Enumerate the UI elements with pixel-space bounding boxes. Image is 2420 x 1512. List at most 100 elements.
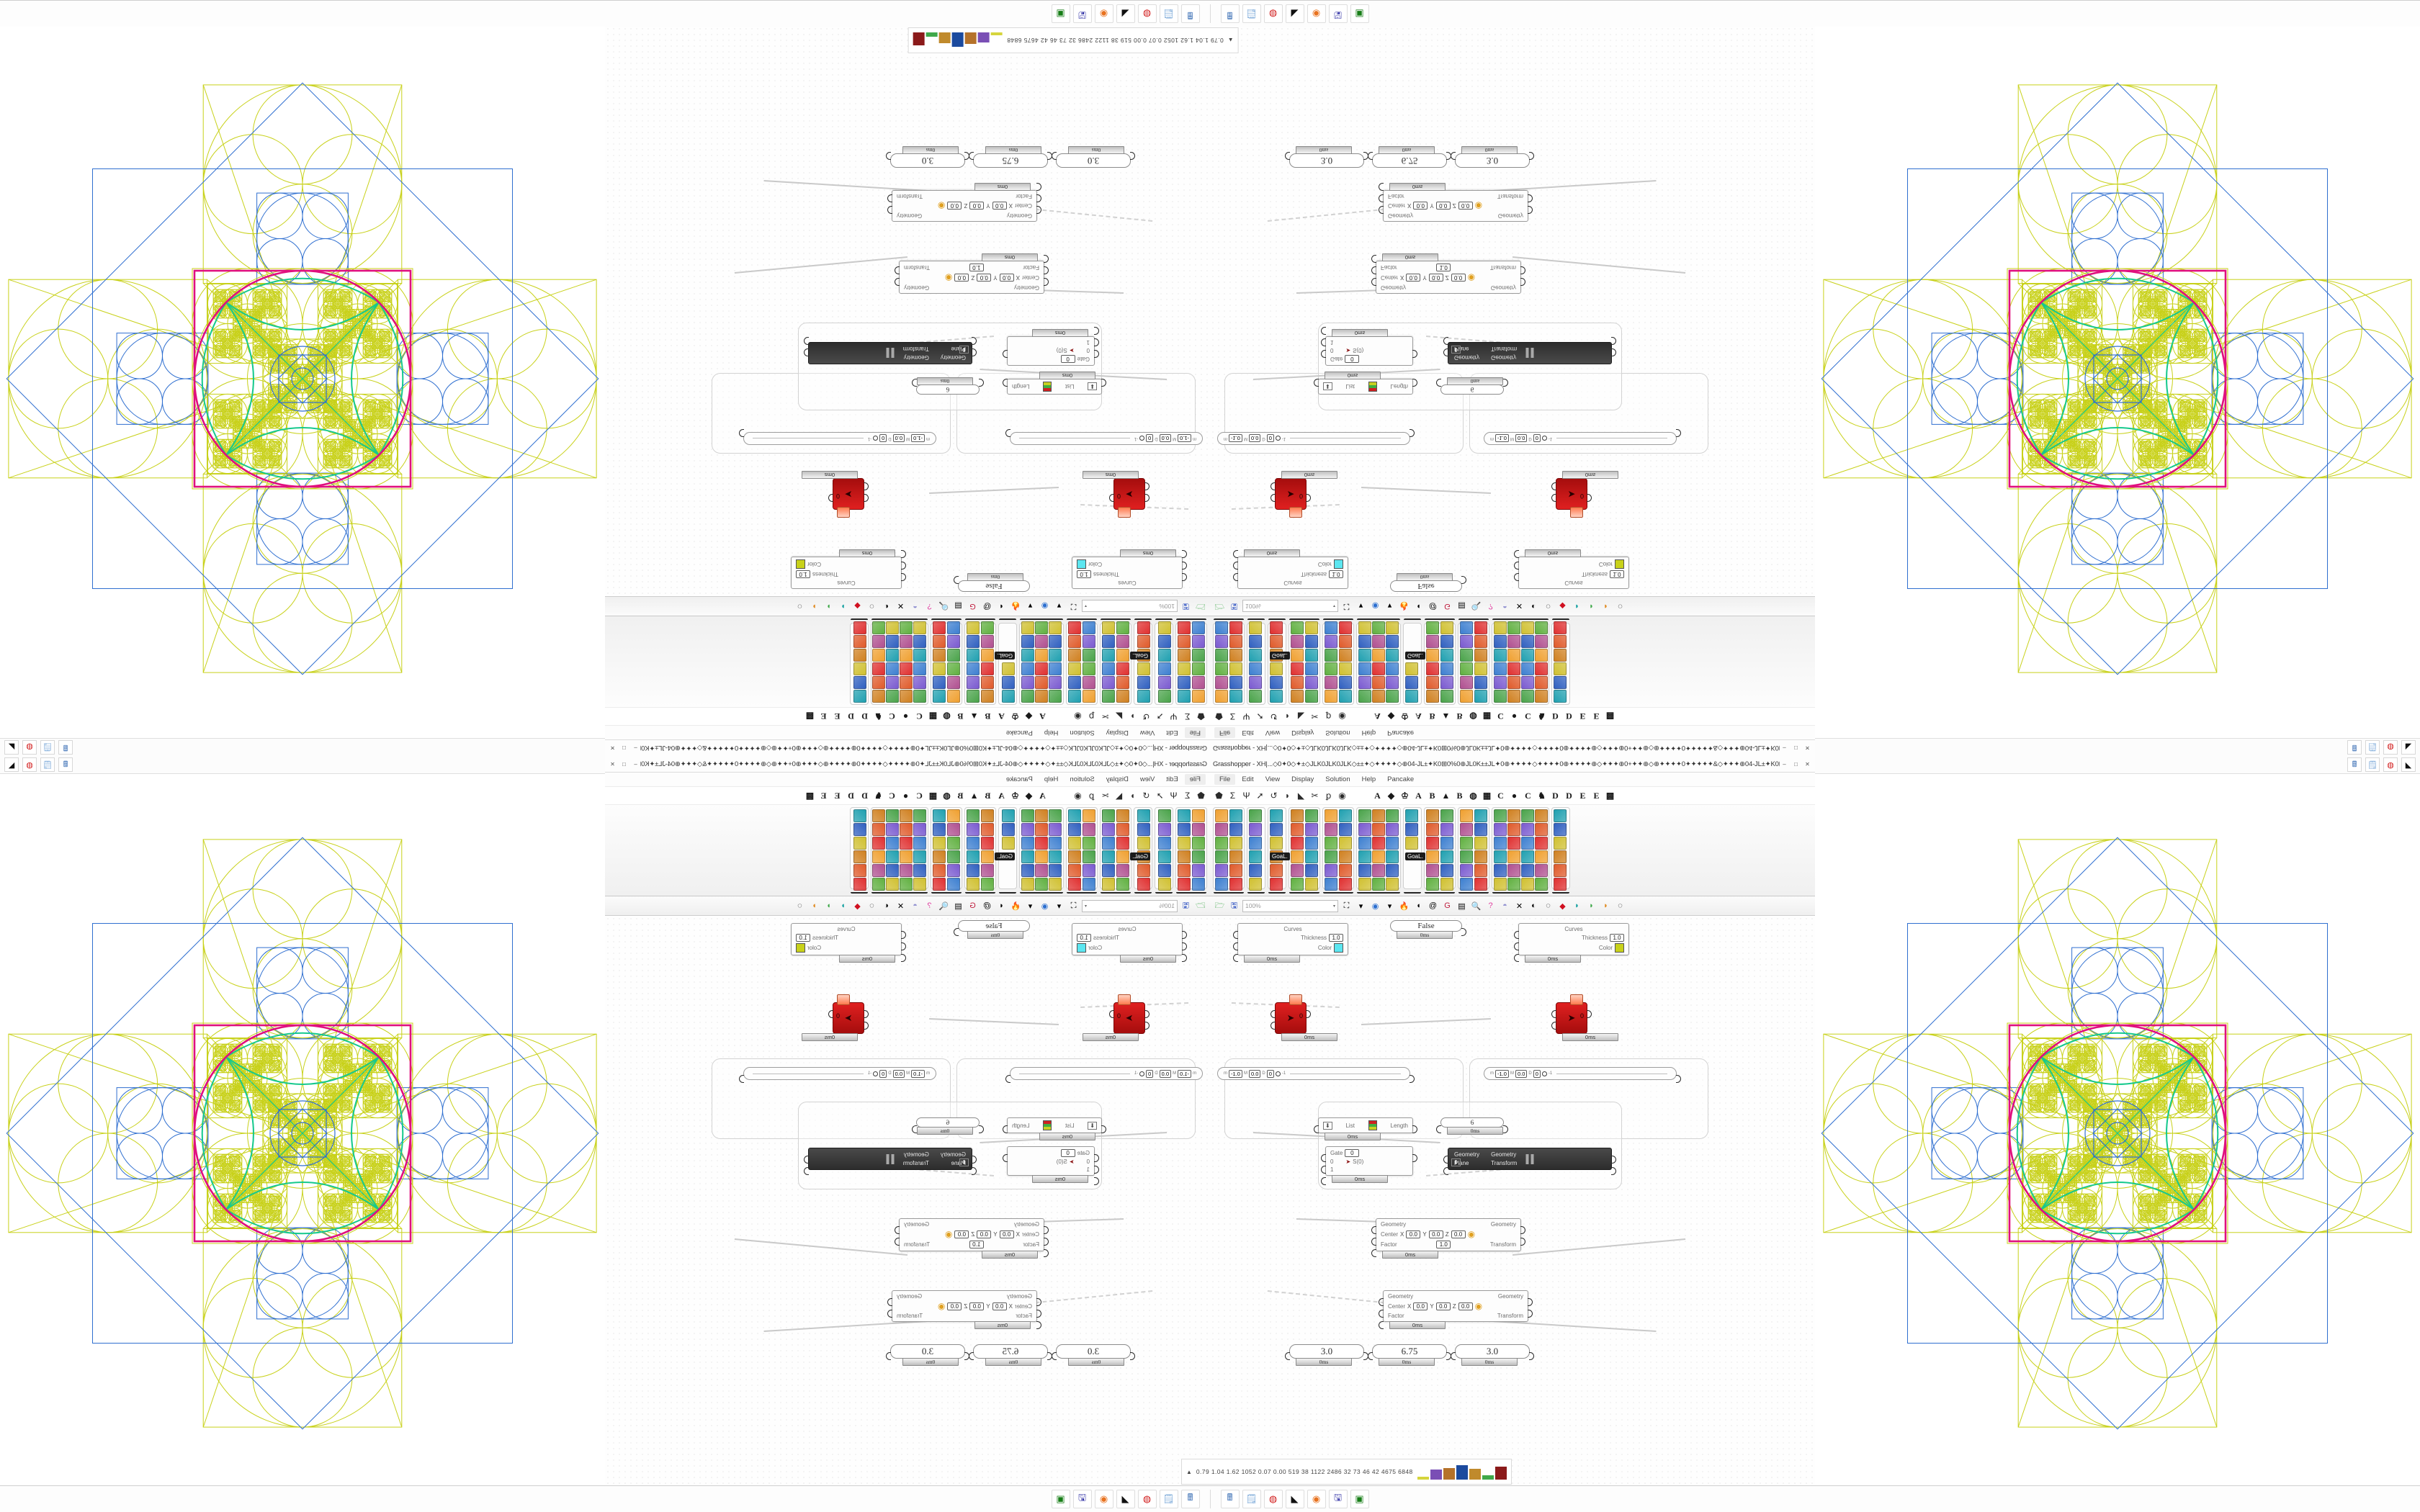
spiral-icon[interactable]: ↺	[1142, 711, 1150, 721]
component-icon-5[interactable]	[853, 621, 866, 634]
component-icon-1[interactable]	[1116, 823, 1129, 836]
taskbar-app-floppy-disk[interactable]: 🖫	[1072, 4, 1092, 23]
node-num-3-a[interactable]: 3.0 0ms	[1285, 1344, 1368, 1366]
component-icon-0[interactable]	[1494, 809, 1507, 822]
shaded-icon[interactable]: ◐	[884, 602, 889, 611]
component-icon-5[interactable]	[1426, 621, 1439, 634]
component-icon-6[interactable]	[900, 809, 913, 822]
red-gem-icon[interactable]: ◆	[854, 901, 861, 911]
teal-shell-icon[interactable]: ◗	[841, 602, 846, 611]
cross-wires-icon[interactable]: ✕	[897, 601, 905, 611]
red-ball-icon[interactable]: ◍	[2383, 740, 2398, 755]
taskbar-app-calculator[interactable]: 🖩	[1220, 4, 1240, 23]
zoom-extents-icon[interactable]: ⛶	[1070, 602, 1077, 611]
component-icon-0[interactable]	[853, 690, 866, 703]
component-icon-0[interactable]	[1358, 690, 1371, 703]
component-icon-7[interactable]	[933, 676, 946, 689]
component-icon-7[interactable]	[1440, 676, 1453, 689]
taskbar-app-red-ball[interactable]: ◍	[1263, 1490, 1283, 1508]
component-icon-5[interactable]	[913, 621, 926, 634]
component-icon-10[interactable]	[1338, 635, 1352, 648]
save-icon[interactable]: 🖫	[1230, 602, 1238, 611]
taskbar-bottom[interactable]: ▣ 🖫 ◉ ◣ ◍ 🗒 🖩 🖩 🗒 ◍ ◣ ◉ 🖫 ▣	[0, 1485, 2420, 1512]
factor-value[interactable]: 1.0	[1436, 1241, 1451, 1248]
ribbon-tab-14[interactable]: D	[848, 711, 854, 722]
eye-icon[interactable]: ◉	[1074, 791, 1082, 801]
component-icon-7[interactable]	[1035, 823, 1048, 836]
node-custom-preview-curves[interactable]: Curves Thickness 1.0 Color 0ms	[791, 549, 906, 589]
capsule-icon[interactable]: ◖	[999, 901, 1004, 910]
component-icon-14[interactable]	[1521, 662, 1534, 675]
component-icon-7[interactable]	[1178, 676, 1191, 689]
component-icon-12[interactable]	[886, 809, 899, 822]
component-icon-4[interactable]	[1291, 635, 1304, 648]
ribbon-group-goals-6dof[interactable]: Goals-6dof	[1213, 807, 1245, 894]
shaded-icon[interactable]: ◐	[1531, 901, 1536, 910]
node-transform[interactable]: Geometry Plane Geometry Transform ⬇	[804, 1148, 977, 1175]
menu-item-help[interactable]: Help	[1044, 729, 1059, 737]
component-icon-7[interactable]	[1372, 823, 1385, 836]
component-icon-15[interactable]	[1021, 649, 1034, 662]
ribbon-tab-2[interactable]: ♔	[1401, 790, 1409, 801]
window-buttons[interactable]: – □ ✕	[1780, 760, 1812, 768]
node-num-675[interactable]: 6.75 0ms	[969, 146, 1052, 168]
menu-item-pancake[interactable]: Pancake	[1387, 775, 1415, 783]
badger-icon[interactable]: ◣	[4, 757, 19, 772]
ribbon-tab-17[interactable]: ▩	[1605, 711, 1615, 722]
window-buttons[interactable]: – □ ✕	[608, 744, 640, 752]
component-icon-3[interactable]	[1460, 850, 1473, 863]
component-icon-6[interactable]	[1102, 809, 1116, 822]
red-ball-icon[interactable]: ◍	[22, 740, 37, 755]
node-number-slider[interactable]: m -1.0 M 0.0 D 0 -1	[739, 429, 936, 445]
component-icon-20[interactable]	[1535, 662, 1548, 675]
flame-icon[interactable]: 🔥	[1010, 901, 1021, 911]
component-icon-5[interactable]	[1158, 621, 1171, 634]
ribbon-tab-14[interactable]: D	[848, 790, 854, 801]
component-icon-9[interactable]	[1372, 649, 1385, 662]
component-icon-11[interactable]	[1102, 621, 1116, 634]
component-icon-11[interactable]	[967, 621, 980, 634]
taskbar-app-red-ball[interactable]: ◍	[1137, 4, 1157, 23]
canvas-toolbar[interactable]: 🗁 🖫 100% ▾ ⛶ ▾ ◉ ▾ 🔥 ◖ @ G ▤ 🔍? ◓ ✕ ◐ ◌ ◆ ◗ ◗ ◗ ◌	[605, 596, 1210, 616]
center-y[interactable]: 0.0	[1428, 274, 1443, 282]
component-icon-1[interactable]	[1494, 676, 1507, 689]
component-icon-0[interactable]	[1158, 690, 1171, 703]
at-icon[interactable]: @	[1428, 901, 1438, 910]
zoom-dropdown-arrow-icon[interactable]: ▾	[1085, 904, 1088, 909]
zoom-dropdown-arrow-icon[interactable]: ▾	[1332, 603, 1335, 608]
component-icon-9[interactable]	[1474, 649, 1487, 662]
component-icon-11[interactable]	[1102, 878, 1116, 891]
center-x[interactable]: 0.0	[1413, 202, 1428, 210]
row-value[interactable]: 0	[1345, 1149, 1360, 1157]
node-transform[interactable]: Geometry Plane Geometry Transform ⬇	[1443, 337, 1616, 364]
component-icon-3[interactable]	[981, 850, 994, 863]
component-icon-0[interactable]	[1049, 809, 1062, 822]
flame-icon[interactable]: 🔥	[1399, 901, 1410, 911]
orange-shell-icon[interactable]: ◗	[1603, 901, 1608, 910]
ribbon-group-expand-icon[interactable]: ⬩	[1022, 893, 1024, 894]
scissors-icon[interactable]: ✂	[1311, 711, 1319, 721]
component-icon-1[interactable]	[1158, 823, 1171, 836]
component-icon-6[interactable]	[1102, 690, 1116, 703]
component-icon-0[interactable]	[1083, 690, 1095, 703]
slider-knob[interactable]	[1139, 1071, 1145, 1076]
component-icon-9[interactable]	[1440, 850, 1453, 863]
component-icon-3[interactable]	[947, 850, 960, 863]
component-icon-2[interactable]	[947, 662, 960, 675]
at-icon[interactable]: @	[982, 602, 992, 611]
component-icon-4[interactable]	[947, 864, 960, 877]
bag-help-icon[interactable]: ?	[1488, 602, 1493, 611]
node-num-3-b[interactable]: 3.0 0ms	[1451, 146, 1534, 168]
component-icon-3[interactable]	[1158, 850, 1171, 863]
component-icon-11[interactable]	[1068, 621, 1082, 634]
node-stream-gate[interactable]: Gate 0 0 ➤ S(0) 1 0ms	[1003, 327, 1099, 366]
grasshopper-title-bar[interactable]: Grasshopper - XH|...◇0✦0◇✦±◇JLK0JLK0JLK◇…	[1210, 756, 1815, 773]
component-icon-2[interactable]	[1083, 662, 1095, 675]
component-icon-6[interactable]	[933, 690, 946, 703]
component-icon-5[interactable]	[1358, 621, 1371, 634]
save-icon[interactable]: 🖫	[1182, 901, 1190, 910]
component-icon-5[interactable]	[1270, 621, 1283, 634]
component-icon-1[interactable]	[1249, 676, 1262, 689]
canvas-toolbar[interactable]: 🗁 🖫 100% ▾ ⛶ ▾ ◉ ▾ 🔥 ◖ @ G ▤ 🔍? ◓ ✕ ◐ ◌ ◆ ◗ ◗ ◗ ◌	[605, 896, 1210, 916]
zoom-extents-icon[interactable]: ⛶	[1343, 602, 1350, 611]
